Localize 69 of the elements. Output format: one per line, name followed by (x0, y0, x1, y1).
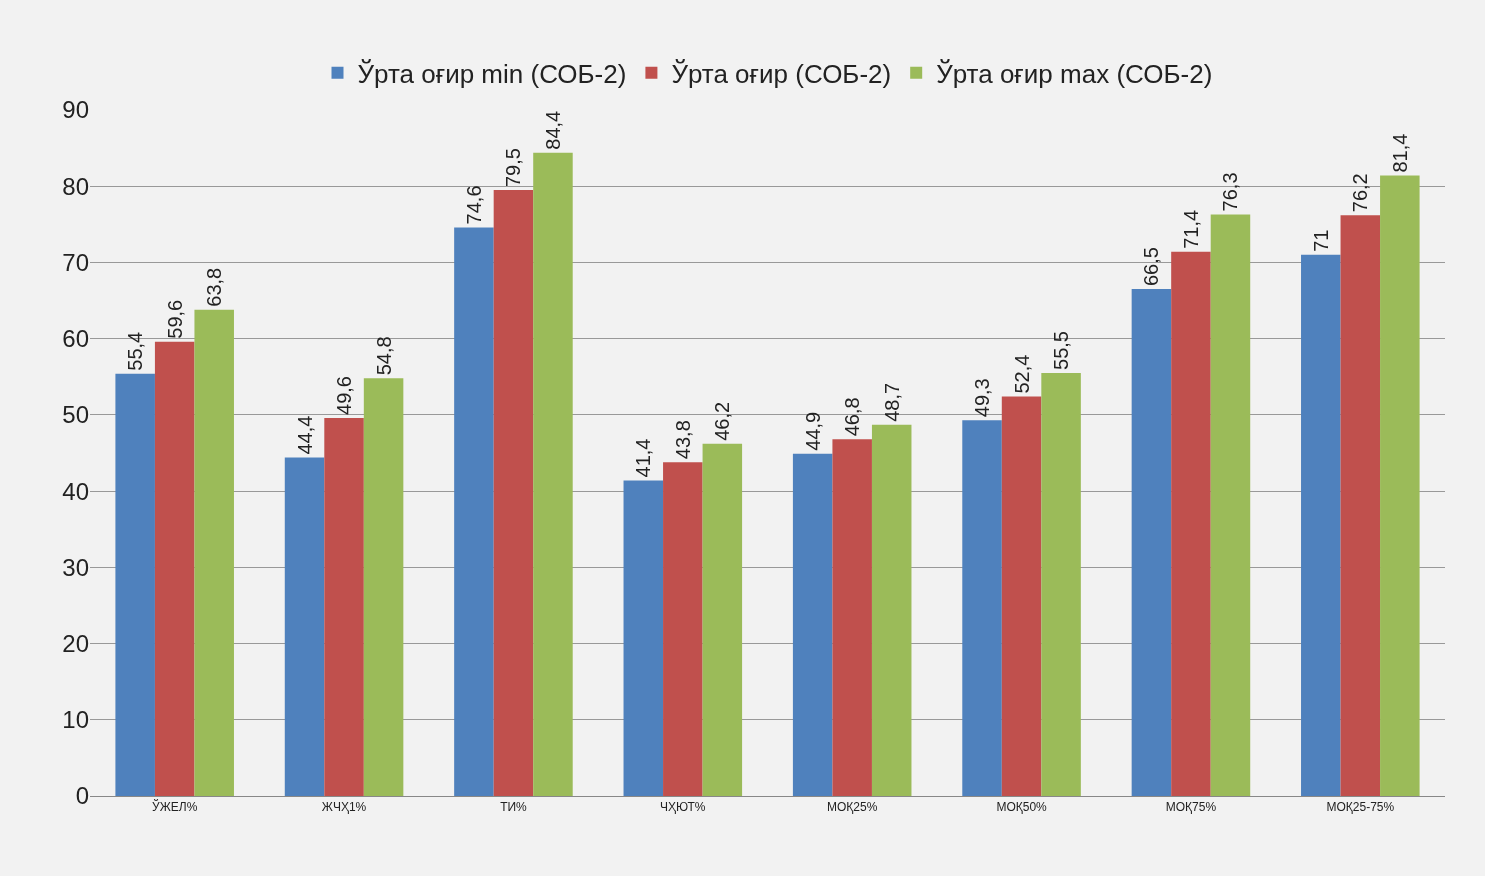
data-label: 55,4 (124, 331, 147, 371)
y-tick-label: 40 (62, 477, 89, 505)
data-label: 41,4 (632, 438, 655, 478)
bar (1210, 214, 1251, 796)
data-label: 84,4 (541, 110, 564, 150)
legend-label: Ўрта оғир min (СОБ-2) (357, 58, 627, 89)
data-label: 46,8 (841, 397, 864, 437)
bar (1041, 372, 1081, 796)
bar (154, 341, 195, 796)
bar (115, 373, 155, 796)
x-tick-label: МОҚ50% (996, 800, 1048, 815)
legend-label: Ўрта оғир (СОБ-2) (671, 58, 892, 89)
bar (962, 420, 1002, 796)
bar (1001, 396, 1042, 796)
bar (1340, 215, 1381, 796)
y-tick-label: 80 (62, 172, 89, 200)
y-tick-label: 30 (62, 553, 89, 581)
bar (194, 309, 234, 796)
bar (1171, 251, 1211, 796)
bar (702, 443, 743, 796)
y-tick-label: 70 (62, 248, 89, 276)
data-label: 43,8 (671, 420, 694, 460)
x-tick-label: МОҚ25-75% (1326, 800, 1395, 815)
data-label: 46,2 (711, 401, 734, 441)
data-label: 76,2 (1349, 173, 1372, 213)
x-tick-label: ТИ% (500, 800, 528, 815)
y-tick-label: 10 (62, 706, 89, 734)
x-tick-label: ЎЖЕЛ% (152, 799, 198, 815)
data-label: 54,8 (372, 336, 395, 376)
legend-label: Ўрта оғир max (СОБ-2) (936, 58, 1213, 89)
bar (663, 462, 703, 796)
data-label: 48,7 (880, 382, 903, 422)
bar (1380, 175, 1420, 796)
y-tick-label: 60 (62, 325, 89, 353)
data-label: 44,9 (801, 411, 824, 451)
data-label: 74,6 (462, 185, 485, 225)
data-label: 79,5 (502, 148, 525, 188)
bar (493, 190, 534, 796)
data-label: 63,8 (203, 267, 226, 307)
bar (363, 378, 404, 796)
data-label: 71 (1309, 229, 1332, 252)
data-label: 71,4 (1179, 209, 1202, 249)
bar (871, 424, 912, 796)
bar (1301, 254, 1341, 796)
y-tick-label: 90 (62, 96, 89, 124)
bar (284, 457, 325, 796)
bar (792, 453, 833, 796)
y-tick-label: 0 (75, 782, 89, 810)
bar (533, 152, 573, 796)
y-tick-label: 50 (62, 401, 89, 429)
data-label: 76,3 (1219, 172, 1242, 212)
data-label: 49,6 (333, 376, 356, 415)
x-tick-label: МОҚ75% (1165, 800, 1217, 815)
data-label: 66,5 (1140, 247, 1163, 287)
y-tick-label: 20 (62, 629, 89, 657)
data-label: 44,4 (293, 415, 316, 455)
data-label: 52,4 (1010, 354, 1033, 394)
bar (1131, 289, 1172, 796)
bar (623, 480, 664, 796)
bar (454, 227, 494, 796)
x-tick-label: ЧҲЮТ% (660, 800, 706, 815)
bar (324, 417, 364, 796)
bar (832, 439, 872, 796)
x-tick-label: ЖЧҲ1% (321, 800, 367, 815)
data-label: 59,6 (163, 299, 186, 339)
data-label: 55,5 (1050, 331, 1073, 370)
data-label: 49,3 (971, 378, 994, 418)
x-tick-label: МОҚ25% (827, 800, 878, 815)
data-label: 81,4 (1388, 133, 1411, 173)
